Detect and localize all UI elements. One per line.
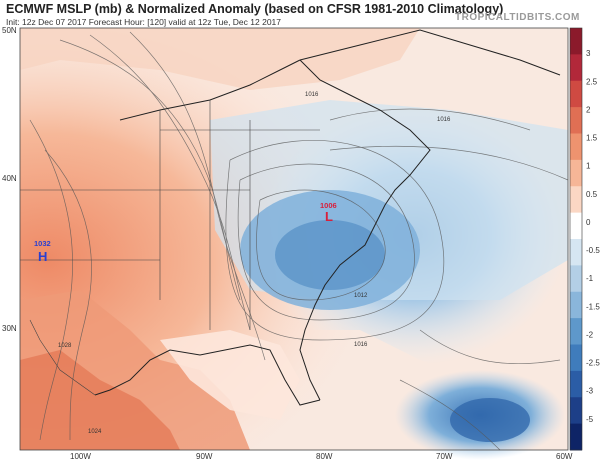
colorbar-tick-label: -1 xyxy=(586,274,594,283)
isobar-labels: 1016 1016 1012 1016 1028 1024 xyxy=(58,92,451,435)
colorbar-tick-label: 0 xyxy=(586,218,591,227)
low-pressure-center: 1006 L xyxy=(320,201,337,224)
colorbar-cell xyxy=(570,423,582,451)
isobar-label: 1016 xyxy=(437,117,451,123)
low-pressure-symbol: L xyxy=(325,209,333,224)
colorbar-cell xyxy=(570,291,582,319)
colorbar-tick-label: -1.5 xyxy=(586,302,600,311)
coastlines xyxy=(20,29,561,406)
colorbar-cell xyxy=(570,239,582,266)
isobar-label: 1016 xyxy=(354,342,368,348)
colorbar-cell xyxy=(570,370,582,398)
lon-label: 100W xyxy=(70,452,91,461)
colorbar-cell xyxy=(570,28,582,55)
brand-watermark: TROPICALTIDBITS.COM xyxy=(455,12,580,23)
colorbar-cell xyxy=(570,80,582,108)
colorbar-tick-label: -3 xyxy=(586,387,594,396)
colorbar-cell xyxy=(570,186,582,214)
page-subtitle: Init: 12z Dec 07 2017 Forecast Hour: [12… xyxy=(6,17,281,27)
page-title: ECMWF MSLP (mb) & Normalized Anomaly (ba… xyxy=(6,2,504,16)
colorbar-tick-label: 1.5 xyxy=(586,134,598,143)
latitude-labels: 50N 40N 30N xyxy=(2,26,17,333)
colorbar-cell xyxy=(570,54,582,82)
colorbar-tick-label: 1 xyxy=(586,162,591,171)
longitude-labels: 100W 90W 80W 70W 60W xyxy=(70,452,573,461)
colorbar-cell xyxy=(570,344,582,372)
lon-label: 80W xyxy=(316,452,333,461)
colorbar-tick-label: -2.5 xyxy=(586,359,600,368)
lat-label: 50N xyxy=(2,26,17,35)
isobar-label: 1028 xyxy=(58,343,72,349)
colorbar-cell xyxy=(570,212,582,240)
isobar-contours xyxy=(29,31,569,451)
colorbar-cell xyxy=(570,318,582,345)
high-pressure-center: 1032 H xyxy=(34,239,51,264)
isobar-label: 1024 xyxy=(88,429,102,435)
high-pressure-symbol: H xyxy=(38,249,47,264)
colorbar-tick-label: -5 xyxy=(586,415,594,424)
colorbar-tick-label: 3 xyxy=(586,49,591,58)
colorbar-cell xyxy=(570,159,582,187)
colorbar-cell xyxy=(570,397,582,425)
colorbar-cell xyxy=(570,107,582,134)
lat-label: 40N xyxy=(2,174,17,183)
colorbar-tick-label: 0.5 xyxy=(586,190,598,199)
lat-label: 30N xyxy=(2,324,17,333)
colorbar: 3 2.5 2 1.5 1 0.5 0 -0.5 -1 -1.5 -2 -2.5 -3 -5 xyxy=(569,27,600,451)
colorbar-tick-label: -0.5 xyxy=(586,246,600,255)
isobar-label: 1016 xyxy=(305,92,319,98)
colorbar-tick-label: 2 xyxy=(586,105,591,114)
low-pressure-value: 1006 xyxy=(320,201,337,210)
colorbar-tick-label: 2.5 xyxy=(586,77,598,86)
lon-label: 70W xyxy=(436,452,453,461)
isobar-label: 1012 xyxy=(354,293,368,299)
colorbar-tick-label: -2 xyxy=(586,330,594,339)
colorbar-cell xyxy=(570,265,582,293)
anomaly-shading xyxy=(20,28,568,460)
map-frame xyxy=(19,27,569,451)
high-pressure-value: 1032 xyxy=(34,239,51,248)
lon-label: 60W xyxy=(556,452,573,461)
colorbar-cell xyxy=(570,133,582,161)
lon-label: 90W xyxy=(196,452,213,461)
